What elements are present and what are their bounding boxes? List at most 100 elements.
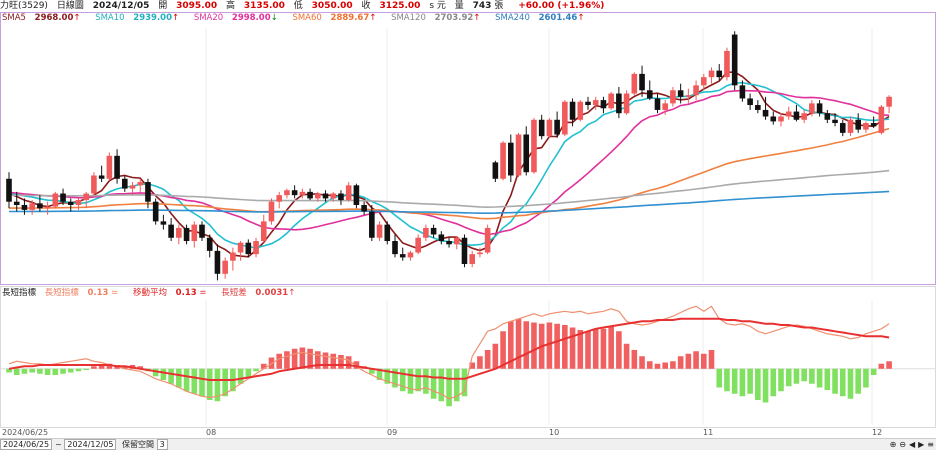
osc-bar: [315, 351, 321, 369]
osc-bar: [237, 368, 244, 384]
osc-bar: [477, 356, 483, 369]
osc-bar: [654, 363, 661, 369]
osc-bar: [847, 368, 854, 399]
x-tick-label: 08: [206, 428, 217, 437]
osc-bar: [809, 368, 815, 384]
ma-legend: SMA5 2968.00↑ SMA10 2939.00↑ SMA20 2998.…: [2, 13, 596, 24]
osc-bar: [52, 368, 59, 375]
oscillator-legend: 長短指標 長短指標 0.13 = 移動平均 0.13 = 長短差 0.0031↑: [2, 288, 307, 299]
candle-body: [183, 227, 190, 242]
from-date-input[interactable]: 2024/06/25: [0, 439, 53, 450]
candle-body: [739, 85, 746, 99]
osc-bar: [168, 368, 174, 384]
osc-bar: [446, 368, 452, 407]
candle-body: [245, 242, 252, 255]
osc-ma-line: [8, 317, 890, 381]
osc-k-legend: 長短指標 0.13 =: [44, 288, 119, 298]
osc-bar: [816, 368, 823, 388]
low-label: 低: [293, 1, 303, 11]
osc-bar: [60, 368, 66, 374]
osc-bar: [75, 368, 82, 372]
candle-body: [114, 155, 120, 179]
osc-bar: [430, 368, 437, 399]
keep-space-input[interactable]: 3: [156, 439, 168, 450]
candle-body: [646, 90, 653, 99]
close-label: 收: [361, 1, 371, 11]
candle-body: [716, 70, 723, 78]
osc-bar: [531, 322, 537, 369]
osc-bar: [91, 366, 97, 369]
candle-body: [52, 193, 59, 207]
candle-body: [214, 250, 221, 274]
osc-bar: [569, 327, 576, 369]
candle-body: [361, 204, 367, 212]
candle-body: [199, 224, 205, 238]
change-value: +60.00 (+1.96%): [518, 1, 605, 11]
osc-bar: [399, 368, 406, 392]
osc-bar: [160, 368, 167, 380]
candle-body: [145, 182, 151, 202]
osc-bar: [677, 356, 684, 369]
osc-bar: [708, 350, 715, 369]
osc-bar: [423, 368, 429, 394]
osc-bar: [13, 368, 20, 375]
osc-bar: [577, 330, 584, 369]
candle-body: [268, 201, 275, 222]
osc-bar: [407, 368, 414, 394]
candle-body: [369, 211, 375, 238]
osc-bar: [824, 368, 831, 390]
osc-bar: [260, 363, 267, 369]
osc-bar: [646, 361, 653, 369]
osc-bar: [384, 368, 391, 384]
candle-body: [477, 252, 483, 255]
candle-body: [98, 175, 105, 179]
prev-icon[interactable]: ◀: [908, 440, 916, 449]
candle-body: [546, 119, 553, 137]
candle-body: [260, 221, 267, 242]
menu-icon[interactable]: ≡: [927, 440, 934, 449]
candle-body: [592, 100, 599, 106]
volume-label: 量: [454, 1, 464, 11]
candle-body: [724, 50, 730, 78]
candle-body: [569, 101, 576, 120]
osc-bar: [592, 328, 599, 369]
price-chart-panel[interactable]: [0, 12, 936, 285]
osc-bar: [376, 368, 383, 380]
osc-bar: [322, 352, 329, 369]
candle-body: [399, 254, 406, 258]
osc-k-line: [8, 305, 890, 400]
candle-body: [484, 227, 491, 253]
open-value: 3095.00: [176, 1, 218, 11]
osc-ma-legend: 移動平均 0.13 =: [132, 288, 207, 298]
zoom-out-icon[interactable]: ⊖: [899, 440, 906, 449]
osc-bar: [83, 368, 89, 370]
zoom-in-icon[interactable]: ⊕: [889, 440, 897, 449]
keep-space-label: 保留空間: [122, 440, 155, 449]
oscillator-panel[interactable]: [0, 286, 936, 428]
period-label[interactable]: 日線圖: [56, 1, 84, 11]
candle-body: [793, 111, 800, 120]
candle-body: [392, 241, 398, 255]
candle-body: [878, 106, 885, 133]
osc-bar: [500, 331, 506, 369]
osc-bar: [778, 368, 784, 392]
osc-bar: [183, 368, 190, 392]
candle-body: [677, 90, 684, 97]
osc-bar: [453, 368, 460, 402]
candle-body: [21, 204, 28, 210]
next-icon[interactable]: ▶: [918, 440, 925, 449]
x-axis-labels: 2024/06/25 08 09 10 11 12: [0, 428, 936, 438]
osc-bar: [793, 368, 800, 384]
candle-body: [6, 178, 12, 202]
osc-bar: [616, 331, 622, 369]
osc-bar: [762, 368, 769, 403]
quote-date: 2024/12/05: [92, 1, 150, 11]
osc-bar: [832, 368, 838, 394]
osc-bar: [214, 368, 221, 402]
osc-bar: [770, 368, 777, 397]
osc-bar: [199, 368, 205, 397]
candle-body: [600, 100, 607, 109]
candle-body: [693, 85, 699, 96]
to-date-input[interactable]: 2024/12/05: [64, 439, 117, 450]
